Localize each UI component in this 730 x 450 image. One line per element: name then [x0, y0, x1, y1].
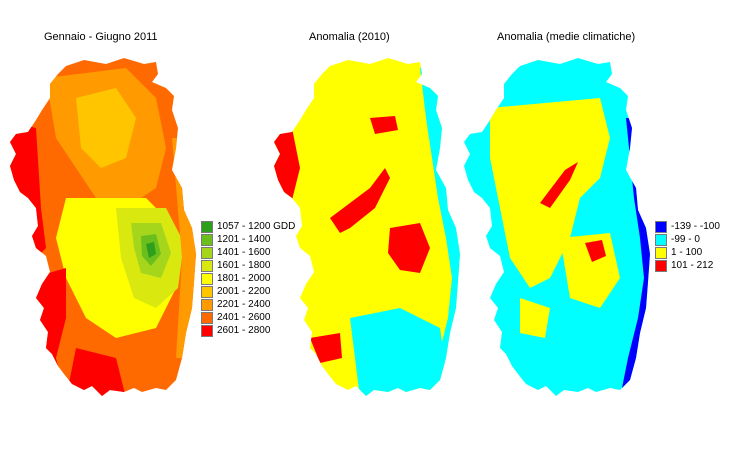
- map-gdd: [10, 58, 196, 396]
- legend-swatch: [655, 233, 667, 246]
- map-anomaly-2010-zone: [350, 308, 450, 396]
- legend-swatch: [655, 246, 667, 259]
- legend-item: 1601 - 1800: [201, 259, 295, 272]
- map-gdd-zone: [66, 348, 126, 396]
- legend-label: 1201 - 1400: [217, 234, 271, 245]
- legend-label: -99 - 0: [671, 234, 700, 245]
- map-anomaly-climate-zone: [560, 233, 620, 308]
- legend-swatch: [201, 272, 213, 285]
- legend-label: 1601 - 1800: [217, 260, 271, 271]
- legend-item: 1801 - 2000: [201, 272, 295, 285]
- map-anomaly-2010-zone: [274, 118, 300, 208]
- legend-label: 2601 - 2800: [217, 325, 271, 336]
- map-anomaly-climate-zone: [585, 240, 606, 262]
- legend-swatch: [201, 233, 213, 246]
- legend-label: 2401 - 2600: [217, 312, 271, 323]
- map-anomaly-2010-zone: [310, 333, 342, 363]
- map-anomaly-2010-zone: [370, 116, 398, 134]
- map-anomaly-climate-zone: [540, 162, 578, 208]
- legend-swatch: [201, 259, 213, 272]
- map-gdd-zone: [146, 242, 156, 258]
- legend-item: 2201 - 2400: [201, 298, 295, 311]
- legend-label: 1 - 100: [671, 247, 703, 258]
- legend-label: 1401 - 1600: [217, 247, 271, 258]
- legend-swatch: [201, 246, 213, 259]
- legend-swatch: [201, 311, 213, 324]
- legend-anomaly: -139 - -100 -99 - 0 1 - 100 101 - 212: [655, 220, 720, 272]
- legend-item: 1057 - 1200 GDD: [201, 220, 295, 233]
- legend-label: 2001 - 2200: [217, 286, 271, 297]
- legend-item: 2401 - 2600: [201, 311, 295, 324]
- legend-item: 1201 - 1400: [201, 233, 295, 246]
- map-anomaly-2010-zone: [330, 168, 390, 233]
- legend-label: -139 - -100: [671, 221, 720, 232]
- legend-swatch: [655, 220, 667, 233]
- legend-label: 2201 - 2400: [217, 299, 271, 310]
- map-title-anomaly-2010: Anomalia (2010): [309, 31, 390, 43]
- map-anomaly-climate-zone: [520, 298, 550, 338]
- map-anomaly-2010-zone: [388, 223, 430, 273]
- legend-gdd: 1057 - 1200 GDD 1201 - 1400 1401 - 1600 …: [201, 220, 295, 337]
- legend-item: -139 - -100: [655, 220, 720, 233]
- map-gdd-zone: [76, 88, 136, 168]
- legend-item: 1401 - 1600: [201, 246, 295, 259]
- map-anomaly-2010: [274, 58, 460, 396]
- legend-swatch: [201, 298, 213, 311]
- legend-swatch: [201, 324, 213, 337]
- legend-item: 2601 - 2800: [201, 324, 295, 337]
- legend-swatch: [201, 285, 213, 298]
- legend-swatch: [655, 259, 667, 272]
- legend-label: 1057 - 1200 GDD: [217, 221, 296, 232]
- map-anomaly-climate: [464, 58, 650, 396]
- legend-item: 101 - 212: [655, 259, 720, 272]
- map-title-gdd: Gennaio - Giugno 2011: [44, 31, 158, 43]
- map-gdd-zone: [10, 268, 66, 396]
- legend-swatch: [201, 220, 213, 233]
- map-gdd-zone: [172, 138, 196, 358]
- legend-item: 2001 - 2200: [201, 285, 295, 298]
- legend-item: 1 - 100: [655, 246, 720, 259]
- legend-item: -99 - 0: [655, 233, 720, 246]
- legend-label: 101 - 212: [671, 260, 714, 271]
- map-title-anomaly-climate: Anomalia (medie climatiche): [497, 31, 636, 43]
- legend-label: 1801 - 2000: [217, 273, 271, 284]
